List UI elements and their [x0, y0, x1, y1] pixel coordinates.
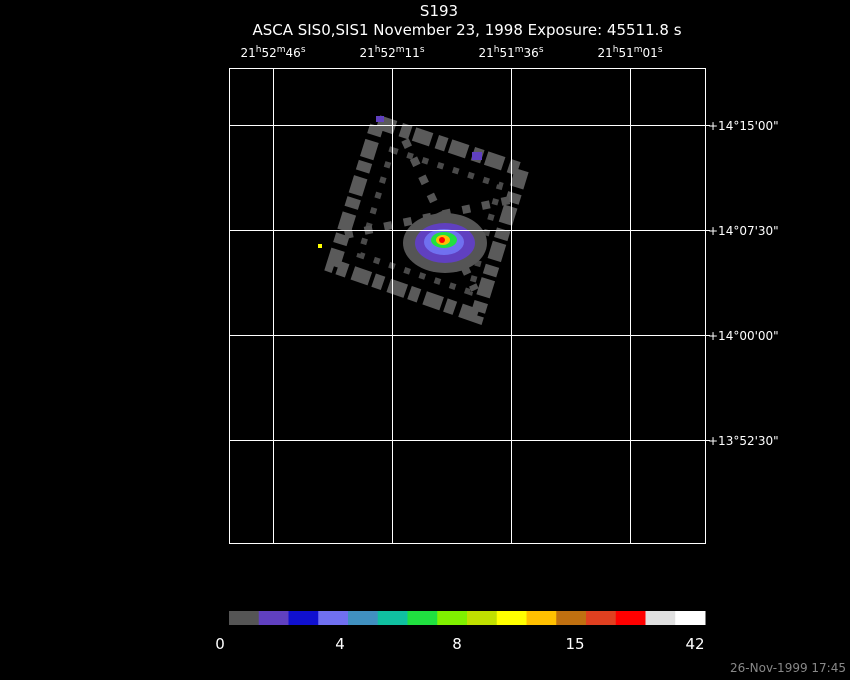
- dec-label: +14°00'00": [708, 329, 779, 343]
- colorbar-cell: [348, 611, 379, 625]
- dec-labels: +14°15'00" +14°07'30" +14°00'00" +13°52'30": [708, 119, 779, 448]
- colorbar-cell: [645, 611, 676, 625]
- ra-labels: 21h52m46s 21h52m11s 21h51m36s 21h51m01s: [240, 45, 662, 60]
- ra-number: 21: [597, 46, 612, 60]
- ra-number: 51: [499, 46, 514, 60]
- colorbar-cell: [407, 611, 438, 625]
- colorbar-label: 0: [215, 635, 225, 653]
- ra-unit: m: [515, 45, 524, 55]
- dec-label: +14°07'30": [708, 224, 779, 238]
- ra-number: 36: [524, 46, 539, 60]
- colorbar-label: 8: [452, 635, 462, 653]
- ra-unit: m: [634, 45, 643, 55]
- source-spot: [318, 244, 322, 248]
- colorbar-label: 4: [335, 635, 345, 653]
- ra-unit: s: [539, 45, 544, 55]
- ra-unit: s: [420, 45, 425, 55]
- colorbar-cell: [675, 611, 706, 625]
- footer-date: 26-Nov-1999 17:45: [730, 661, 846, 675]
- dec-label: +13°52'30": [708, 434, 779, 448]
- colorbar-cell: [318, 611, 349, 625]
- ra-number: 21: [359, 46, 374, 60]
- detector-inner: [356, 146, 504, 296]
- source-spot: [472, 152, 482, 160]
- colorbar-cell: [496, 611, 527, 625]
- colorbar: 0 4 8 15 42: [215, 611, 706, 653]
- colorbar-cell: [288, 611, 319, 625]
- colorbar-cell: [377, 611, 408, 625]
- title: S193: [420, 2, 458, 20]
- ra-unit: s: [301, 45, 306, 55]
- source-spot: [376, 116, 384, 122]
- colorbar-cell: [258, 611, 289, 625]
- colorbar-cell: [229, 611, 260, 625]
- ra-number: 51: [618, 46, 633, 60]
- colorbar-cell: [526, 611, 557, 625]
- ra-unit: h: [256, 45, 262, 55]
- frame: [229, 68, 710, 544]
- ra-unit: m: [396, 45, 405, 55]
- colorbar-cell: [615, 611, 646, 625]
- ra-number: 52: [380, 46, 395, 60]
- source-peak: [439, 237, 445, 243]
- image: [318, 113, 531, 325]
- ra-unit: h: [494, 45, 500, 55]
- frame-border: [229, 68, 706, 544]
- ra-unit: h: [375, 45, 381, 55]
- ra-unit: m: [277, 45, 286, 55]
- ra-number: 21: [240, 46, 255, 60]
- dec-label: +14°15'00": [708, 119, 779, 133]
- colorbar-cell: [556, 611, 587, 625]
- ra-label: 21h52m46s: [240, 45, 305, 60]
- ra-number: 52: [261, 46, 276, 60]
- ra-label: 21h51m01s: [597, 45, 662, 60]
- ra-unit: s: [658, 45, 663, 55]
- subtitle: ASCA SIS0,SIS1 November 23, 1998 Exposur…: [252, 21, 681, 39]
- ra-unit: h: [613, 45, 619, 55]
- ra-number: 01: [643, 46, 658, 60]
- ra-label: 21h51m36s: [478, 45, 543, 60]
- colorbar-cell: [437, 611, 468, 625]
- ra-number: 46: [286, 46, 301, 60]
- ra-number: 11: [405, 46, 420, 60]
- colorbar-cell: [467, 611, 498, 625]
- ra-label: 21h52m11s: [359, 45, 424, 60]
- colorbar-cell: [586, 611, 617, 625]
- ra-number: 21: [478, 46, 493, 60]
- colorbar-label: 42: [685, 635, 704, 653]
- colorbar-label: 15: [565, 635, 584, 653]
